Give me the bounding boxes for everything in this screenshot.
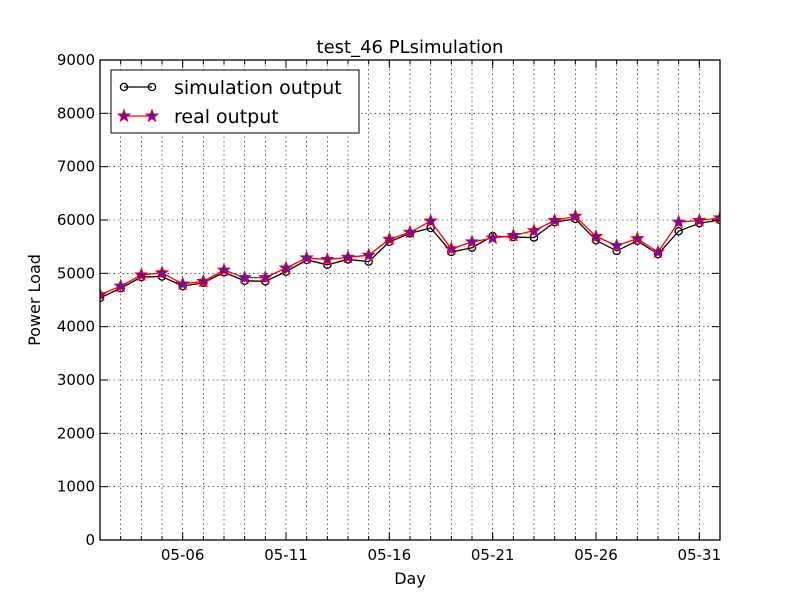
data-point <box>382 231 397 246</box>
data-point <box>547 212 562 227</box>
legend-marker <box>119 82 129 92</box>
data-point <box>671 214 686 229</box>
legend-marker <box>147 82 157 92</box>
data-point <box>464 234 480 249</box>
x-tick-label: 05-11 <box>264 546 308 564</box>
y-tick-label: 7000 <box>57 158 95 176</box>
y-tick-label: 6000 <box>57 211 95 229</box>
series-layer <box>100 208 720 303</box>
data-point <box>423 213 438 228</box>
data-point <box>506 227 521 242</box>
y-tick-label: 4000 <box>57 318 95 336</box>
x-axis-label: Day <box>394 569 426 588</box>
y-tick-label: 9000 <box>57 51 95 69</box>
series-2 <box>100 208 720 301</box>
data-point <box>650 244 666 259</box>
data-point <box>444 241 459 255</box>
x-tick-label: 05-16 <box>368 546 412 564</box>
data-point <box>340 249 356 264</box>
y-tick-label: 1000 <box>57 478 95 496</box>
x-tick-label: 05-21 <box>471 546 515 564</box>
y-tick-label: 3000 <box>57 371 95 389</box>
legend-label: simulation output <box>174 77 342 99</box>
data-point <box>258 269 273 284</box>
x-tick-label: 05-31 <box>678 546 722 564</box>
data-point <box>568 208 583 223</box>
legend-label: real output <box>174 106 279 128</box>
legend-marker <box>116 108 132 123</box>
x-tick-label: 05-06 <box>161 546 205 564</box>
legend: simulation output real output <box>110 69 360 134</box>
data-point <box>630 231 645 245</box>
data-point <box>278 260 294 275</box>
chart-title: test_46 PLsimulation <box>317 37 504 58</box>
data-point <box>196 273 211 288</box>
data-point <box>361 247 376 262</box>
data-point <box>588 228 604 243</box>
x-tick-label: 05-26 <box>574 546 618 564</box>
data-point <box>485 230 500 245</box>
data-point <box>175 276 190 291</box>
data-point <box>154 265 170 279</box>
data-point <box>299 250 314 265</box>
legend-box <box>110 69 360 134</box>
legend-entry: real output <box>116 106 279 128</box>
data-point <box>113 278 128 293</box>
data-point <box>216 262 232 277</box>
data-point <box>237 269 252 284</box>
y-tick-label: 2000 <box>57 424 95 442</box>
data-point <box>134 267 149 282</box>
data-point <box>100 287 108 301</box>
data-point <box>402 224 418 239</box>
legend-entry: simulation output <box>119 77 342 99</box>
data-point <box>674 226 683 236</box>
y-tick-label: 5000 <box>57 264 95 282</box>
data-point <box>529 233 539 242</box>
ticks: 05-06 05-11 05-16 05-21 05-26 05-31 0 1000 2000 3… <box>57 51 721 564</box>
data-point <box>609 237 624 252</box>
y-tick-label: 8000 <box>57 104 95 122</box>
data-point <box>426 223 435 233</box>
y-axis-label: Power Load <box>25 254 44 346</box>
data-point <box>692 212 707 227</box>
legend-marker <box>144 108 160 123</box>
data-point <box>320 251 335 266</box>
data-point <box>526 223 542 237</box>
y-tick-label: 0 <box>85 531 95 549</box>
